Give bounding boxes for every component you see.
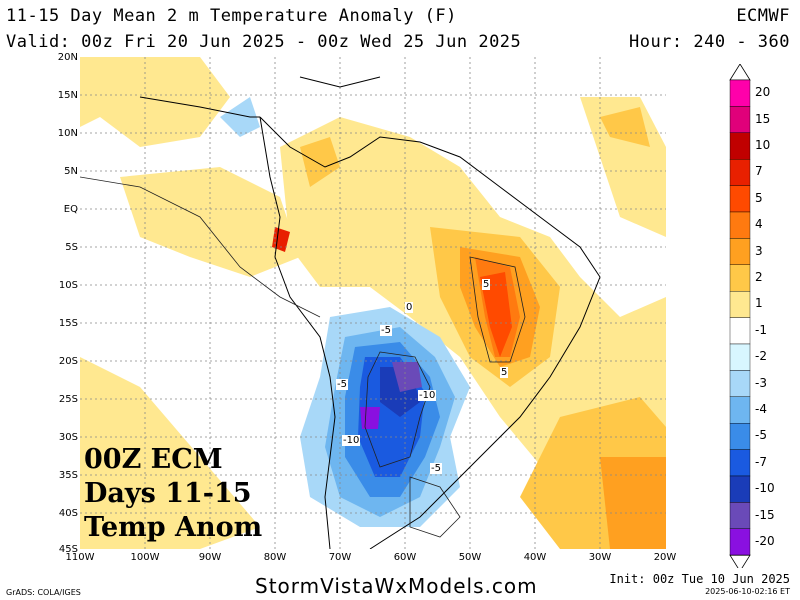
colorbar-label: 20 (755, 85, 771, 100)
lon-label: 50W (458, 552, 482, 563)
coastlines (139, 76, 601, 549)
contour-label: -5 (430, 463, 442, 474)
lon-label: 60W (393, 552, 417, 563)
colorbar-swatch (729, 132, 751, 160)
lat-label: 35S (58, 470, 78, 481)
colorbar-bottom-arrow (729, 554, 751, 568)
colorbar-swatch (729, 317, 751, 345)
map-title: 11-15 Day Mean 2 m Temperature Anomaly (… (6, 6, 457, 26)
colorbar-swatch (729, 106, 751, 134)
timestamp: 2025-06-10-02:16 ET (705, 587, 790, 596)
grads-credit: GrADS: COLA/IGES (6, 588, 81, 597)
lat-label: 45S (58, 544, 78, 555)
lon-label: 70W (328, 552, 352, 563)
colorbar-swatch (729, 238, 751, 265)
lat-label: 40S (58, 508, 78, 519)
lon-label: 80W (263, 552, 287, 563)
cold-anomaly-areas (220, 97, 470, 527)
colorbar-swatch (729, 290, 751, 318)
colorbar-label: 7 (755, 164, 763, 179)
lon-label: 100W (130, 552, 160, 563)
lat-label: 15N (57, 90, 78, 101)
contour-label: 0 (405, 302, 414, 313)
lat-label: 30S (58, 432, 78, 443)
map-panel: 5 5 -5 -5 -10 -10 -5 0 (80, 57, 666, 549)
contour-label: -5 (380, 325, 392, 336)
colorbar-label: 2 (755, 270, 763, 284)
contour-label: -10 (342, 435, 361, 446)
colorbar-label: 1 (755, 296, 763, 311)
colorbar-swatch (729, 449, 751, 477)
lat-label: 15S (58, 318, 78, 329)
valid-period: Valid: 00z Fri 20 Jun 2025 - 00z Wed 25 … (6, 32, 522, 52)
lat-label: 10S (58, 280, 78, 291)
colorbar-swatch (729, 343, 751, 371)
colorbar-label: -15 (755, 507, 775, 522)
colorbar-swatch (729, 264, 751, 292)
site-name: StormVistaWxModels.com (255, 574, 538, 598)
anomaly-map (80, 57, 666, 549)
overlay-line: Temp Anom (84, 512, 263, 543)
anomaly-contours (80, 176, 526, 538)
colorbar-label: -20 (755, 534, 775, 548)
forecast-hours: Hour: 240 - 360 (628, 32, 790, 52)
lat-label: 10N (57, 128, 78, 139)
colorbar-swatch (729, 158, 751, 186)
colorbar-swatch (729, 475, 751, 503)
init-time: Init: 00z Tue 10 Jun 2025 (609, 572, 790, 586)
colorbar-swatch (729, 79, 751, 107)
colorbar-label: 5 (755, 190, 763, 205)
overlay-caption: 00Z ECM Days 11-15 Temp Anom (84, 443, 262, 545)
lat-label: 25S (58, 394, 78, 405)
overlay-line: Days 11-15 (84, 478, 252, 509)
lat-label: 5N (64, 166, 78, 177)
lat-label: 20N (57, 52, 78, 63)
colorbar-label: 3 (755, 243, 763, 258)
lat-label: 20S (58, 356, 78, 367)
lon-label: 110W (65, 552, 95, 563)
lon-label: 20W (653, 552, 677, 563)
colorbar-swatch (729, 502, 751, 529)
contour-label: -5 (336, 379, 348, 390)
lon-label: 30W (588, 552, 612, 563)
lon-label: 40W (523, 552, 547, 563)
colorbar-label: -7 (755, 454, 767, 469)
colorbar-swatch (729, 528, 751, 556)
colorbar (729, 64, 751, 568)
colorbar-swatch (729, 396, 751, 424)
colorbar-label: -5 (755, 428, 767, 443)
contour-label: 5 (500, 367, 509, 378)
colorbar-label: -4 (755, 402, 767, 416)
contour-label: -10 (418, 390, 437, 401)
lat-label: EQ (63, 204, 78, 215)
overlay-line: 00Z ECM (84, 444, 223, 475)
colorbar-label: -1 (755, 322, 767, 337)
warm-anomaly-areas (80, 57, 666, 549)
model-name: ECMWF (736, 6, 790, 26)
colorbar-label: 4 (755, 217, 763, 232)
colorbar-label: -2 (755, 349, 767, 364)
colorbar-swatch (729, 370, 751, 397)
colorbar-label: -3 (755, 375, 767, 390)
lon-label: 90W (198, 552, 222, 563)
colorbar-swatch (729, 423, 751, 450)
contour-label: 5 (482, 279, 491, 290)
colorbar-label: -10 (755, 481, 775, 496)
lat-label: 5S (65, 242, 78, 253)
colorbar-top-arrow (729, 64, 751, 81)
colorbar-swatch (729, 211, 751, 239)
colorbar-label: 10 (755, 138, 771, 152)
colorbar-swatch (729, 185, 751, 213)
colorbar-label: 15 (755, 111, 771, 126)
